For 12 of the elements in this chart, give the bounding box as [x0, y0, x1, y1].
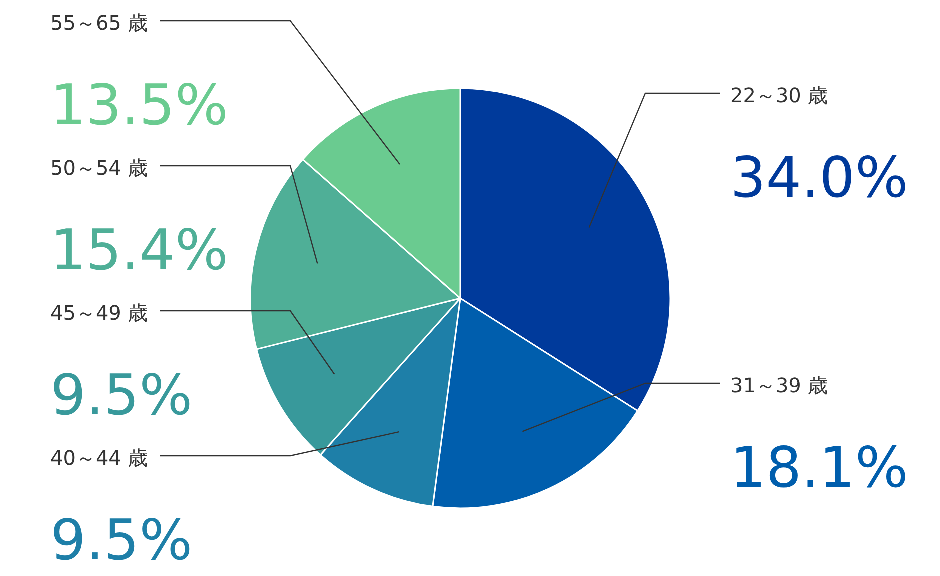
slice-label: 45～49 歳 — [50, 301, 148, 325]
data-label: 13.5% — [50, 74, 228, 138]
slice-label: 31～39 歳 — [730, 374, 828, 398]
slice-label: 40～44 歳 — [50, 446, 148, 470]
data-label: 9.5% — [50, 364, 193, 428]
slice-label: 50～54 歳 — [50, 156, 148, 180]
data-label: 18.1% — [730, 436, 908, 501]
data-label: 15.4% — [50, 218, 228, 284]
data-label: 9.5% — [50, 508, 193, 574]
slice-label: 22～30 歳 — [730, 84, 828, 108]
slice-label: 55～65 歳 — [50, 11, 148, 35]
data-label: 34.0% — [730, 146, 908, 211]
